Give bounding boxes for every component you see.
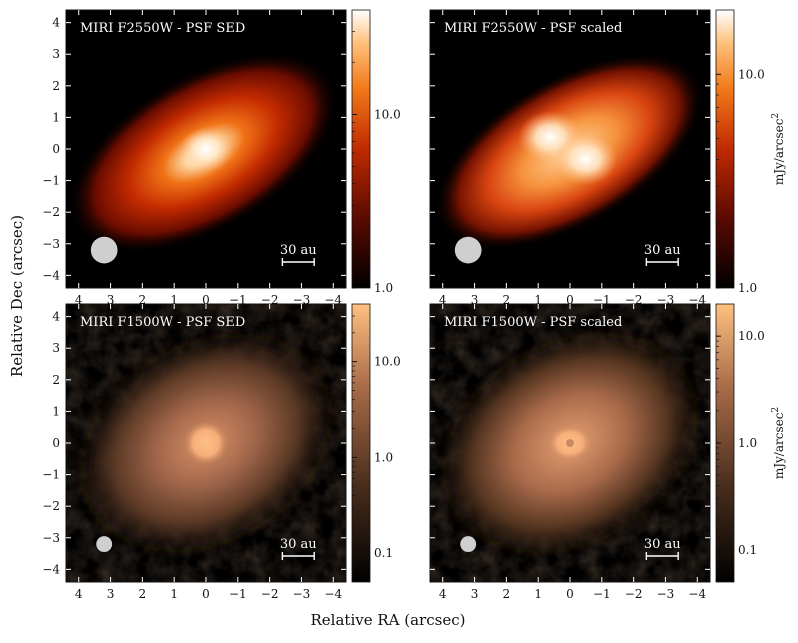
y-tick-label: −3 xyxy=(42,531,60,545)
y-tick-label: 1 xyxy=(52,404,60,418)
y-tick-label: −1 xyxy=(42,468,60,482)
image-area: 30 au xyxy=(66,10,346,288)
scale-bar: 30 au xyxy=(644,243,681,266)
colorbar: 0.1 1.0 10.0 xyxy=(351,303,401,583)
scale-bar-label: 30 au xyxy=(280,537,317,552)
x-tick-label: 0 xyxy=(202,293,210,307)
scale-bar: 30 au xyxy=(280,537,317,560)
colorbar-tick-label: 10.0 xyxy=(738,67,765,81)
y-tick-label: −2 xyxy=(42,499,60,513)
x-tick-label: 4 xyxy=(439,293,447,307)
x-tick-label: 0 xyxy=(566,587,574,601)
colorbar-unit-label: mJy/arcsec2 xyxy=(771,407,786,479)
scale-bar: 30 au xyxy=(280,243,317,266)
x-tick-label: 1 xyxy=(534,293,542,307)
colorbar-tick-label: 1.0 xyxy=(374,281,393,295)
y-tick-label: 0 xyxy=(52,142,60,156)
x-axis-title: Relative RA (arcsec) xyxy=(311,611,466,629)
y-tick-label: 2 xyxy=(52,373,60,387)
colorbar: 1.0 10.0 xyxy=(351,9,401,295)
x-tick-label: 0 xyxy=(202,587,210,601)
panel-title: MIRI F1500W - PSF scaled xyxy=(444,315,622,330)
x-tick-label: −4 xyxy=(688,587,706,601)
figure-labels: Relative RA (arcsec) Relative Dec (arcsec… xyxy=(8,215,465,629)
x-tick-label: −3 xyxy=(293,587,311,601)
y-tick-label: −4 xyxy=(42,562,60,576)
y-tick-label: 0 xyxy=(52,436,60,450)
x-tick-label: 2 xyxy=(139,293,147,307)
disk-core xyxy=(184,421,228,465)
beam-marker xyxy=(460,536,477,553)
colorbar-tick-label: 10.0 xyxy=(374,107,401,121)
scale-bar-label: 30 au xyxy=(644,243,681,258)
x-tick-label: −4 xyxy=(324,587,342,601)
image-area: 30 au xyxy=(66,304,346,582)
colorbar-gradient xyxy=(715,9,735,289)
colorbar-unit-label: mJy/arcsec2 xyxy=(771,113,786,185)
colorbar: 0.1 1.0 10.0 xyxy=(715,303,765,583)
y-axis-title: Relative Dec (arcsec) xyxy=(8,215,26,377)
beam-marker xyxy=(90,236,118,264)
y-tick-label: 4 xyxy=(52,16,60,30)
x-tick-label: 3 xyxy=(107,587,115,601)
disk-lobe-sw xyxy=(554,133,618,185)
y-tick-label: −2 xyxy=(42,205,60,219)
x-tick-label: 1 xyxy=(170,587,178,601)
colorbar-tick-label: 10.0 xyxy=(374,355,401,369)
x-tick-label: 2 xyxy=(503,587,511,601)
x-tick-label: −2 xyxy=(261,587,279,601)
x-tick-label: 3 xyxy=(471,587,479,601)
beam-marker xyxy=(96,536,113,553)
panel-title: MIRI F1500W - PSF SED xyxy=(80,315,245,330)
disk-core xyxy=(180,127,232,171)
colorbar-tick-label: 10.0 xyxy=(738,329,765,343)
x-tick-label: −1 xyxy=(229,587,247,601)
x-tick-label: 0 xyxy=(566,293,574,307)
colorbar-gradient xyxy=(351,303,371,583)
y-tick-label: 3 xyxy=(52,47,60,61)
panel-title: MIRI F2550W - PSF SED xyxy=(80,21,245,36)
x-tick-label: 3 xyxy=(107,293,115,307)
x-tick-label: −3 xyxy=(657,587,675,601)
colorbar-tick-label: 0.1 xyxy=(374,546,393,560)
colorbar-tick-label: 0.1 xyxy=(738,543,757,557)
disk-inner-hole xyxy=(566,439,574,447)
colorbar-tick-label: 1.0 xyxy=(738,281,757,295)
beam-marker xyxy=(454,236,482,264)
image-area: 30 au xyxy=(430,304,710,582)
x-tick-label: 2 xyxy=(139,587,147,601)
colorbar-tick-label: 1.0 xyxy=(738,436,757,450)
colorbar-tick-label: 1.0 xyxy=(374,450,393,464)
x-tick-label: 4 xyxy=(75,293,83,307)
x-tick-label: 3 xyxy=(471,293,479,307)
y-tick-label: −1 xyxy=(42,174,60,188)
image-area: 30 au xyxy=(430,10,710,288)
y-tick-label: −4 xyxy=(42,268,60,282)
y-tick-label: 4 xyxy=(52,310,60,324)
y-tick-label: 1 xyxy=(52,110,60,124)
x-tick-label: −2 xyxy=(625,587,643,601)
panel-4: 30 au MIRI F1500W - PSF scaled 4 3 2 1 0 −1 −2 −3… xyxy=(429,303,786,601)
scale-bar-label: 30 au xyxy=(644,537,681,552)
scale-bar: 30 au xyxy=(644,537,681,560)
x-tick-label: −1 xyxy=(593,587,611,601)
colorbar: 1.0 10.0 xyxy=(715,9,765,295)
x-tick-label: 1 xyxy=(534,587,542,601)
x-tick-label: 4 xyxy=(439,587,447,601)
x-tick-label: 1 xyxy=(170,293,178,307)
y-tick-label: −3 xyxy=(42,237,60,251)
panel-title: MIRI F2550W - PSF scaled xyxy=(444,21,622,36)
colorbar-gradient xyxy=(351,9,371,289)
x-tick-label: 2 xyxy=(503,293,511,307)
x-tick-label: 4 xyxy=(75,587,83,601)
y-tick-label: 3 xyxy=(52,341,60,355)
scale-bar-label: 30 au xyxy=(280,243,317,258)
y-tick-label: 2 xyxy=(52,79,60,93)
